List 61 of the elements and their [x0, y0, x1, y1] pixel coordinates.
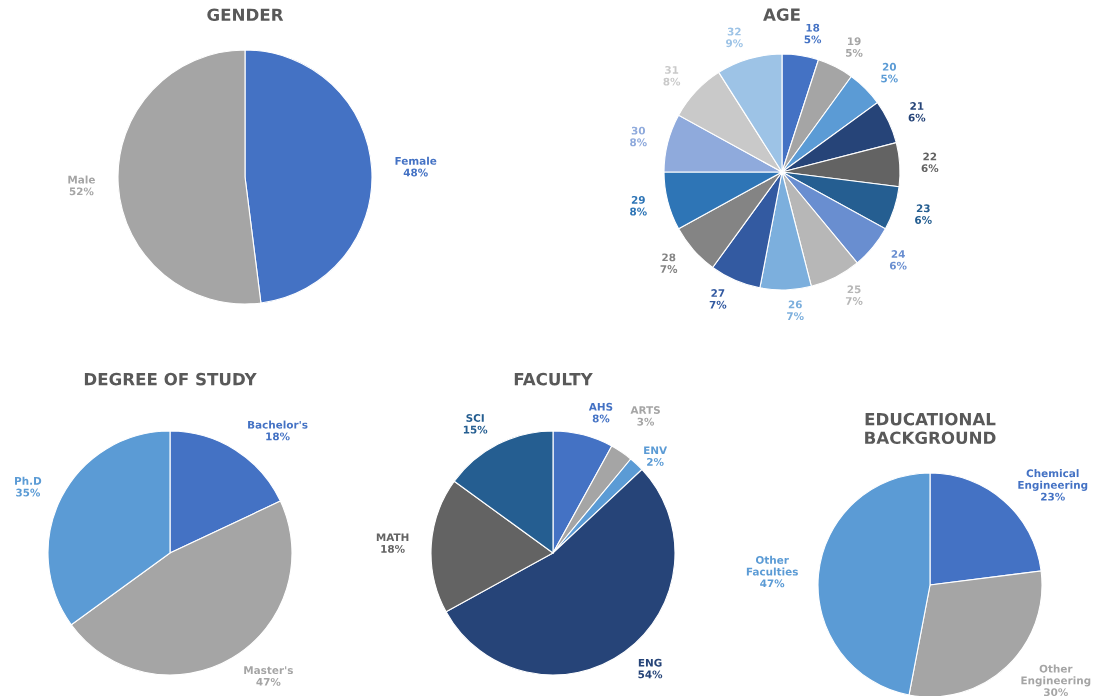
data-label: 6%: [921, 164, 939, 173]
data-label: 8%: [592, 414, 610, 423]
slice-label: MATH: [376, 533, 409, 541]
slice-label: 27: [711, 289, 725, 297]
data-label: 7%: [709, 300, 727, 309]
chart-title: DEGREE OF STUDY: [84, 372, 257, 386]
data-label: 52%: [69, 187, 94, 196]
data-label: 54%: [638, 670, 663, 679]
slice-label: 25: [847, 285, 861, 294]
data-label: 30%: [1044, 688, 1068, 696]
slice-label: Other Engineering: [1021, 664, 1091, 687]
data-label: 15%: [463, 425, 488, 434]
chart-title: GENDER: [207, 8, 284, 22]
slice-label: 21: [910, 102, 924, 110]
data-label: 5%: [846, 48, 863, 57]
slice-label: 19: [847, 37, 861, 46]
chart-title: FACULTY: [514, 372, 593, 386]
data-label: 7%: [660, 265, 678, 273]
slice-label: 28: [662, 253, 676, 262]
slice-label: Other Faculties: [746, 555, 798, 576]
data-label: 8%: [630, 207, 647, 216]
slice-label: Chemical Engineering: [1018, 469, 1088, 491]
slice-label: Female: [395, 156, 437, 165]
data-label: 6%: [908, 113, 926, 122]
chart-title: EDUCATIONAL BACKGROUND: [865, 412, 996, 445]
slice-label: 18: [806, 23, 820, 32]
slice-label: 23: [916, 204, 930, 213]
slice-label: AHS: [588, 402, 613, 411]
slice-label: Master's: [244, 666, 293, 675]
slice-label: 29: [631, 195, 645, 204]
data-label: 47%: [256, 677, 281, 686]
slice-label: 26: [788, 300, 802, 309]
data-label: 9%: [726, 39, 743, 48]
data-label: 8%: [630, 138, 647, 147]
data-label: 5%: [804, 35, 822, 44]
slice-label: 24: [891, 250, 905, 258]
data-label: 18%: [381, 544, 405, 553]
data-label: 35%: [16, 488, 41, 497]
chart-title: AGE: [763, 8, 800, 21]
data-label: 3%: [637, 417, 655, 426]
data-label: 18%: [266, 432, 290, 441]
data-label: 47%: [760, 579, 785, 588]
slice-label: ENG: [638, 658, 662, 667]
data-label: 6%: [889, 261, 907, 270]
data-label: 2%: [647, 457, 664, 466]
data-label: 6%: [915, 216, 932, 224]
data-label: 5%: [881, 74, 898, 83]
data-label: 23%: [1041, 492, 1065, 501]
slice-label: ARTS: [630, 406, 660, 414]
slice-label: ENV: [644, 446, 668, 454]
slice-label: Ph.D: [15, 476, 42, 485]
slice-label: Male: [68, 175, 95, 184]
slice-label: SCI: [466, 414, 484, 422]
slice-label: 30: [631, 126, 646, 135]
slice-label: 32: [727, 27, 741, 36]
data-label: 48%: [403, 168, 428, 177]
data-label: 7%: [787, 312, 804, 321]
slice-label: 20: [882, 62, 897, 71]
data-label: 7%: [845, 297, 863, 305]
slice-label: 22: [923, 152, 937, 161]
slice-label: Bachelor's: [248, 420, 308, 429]
